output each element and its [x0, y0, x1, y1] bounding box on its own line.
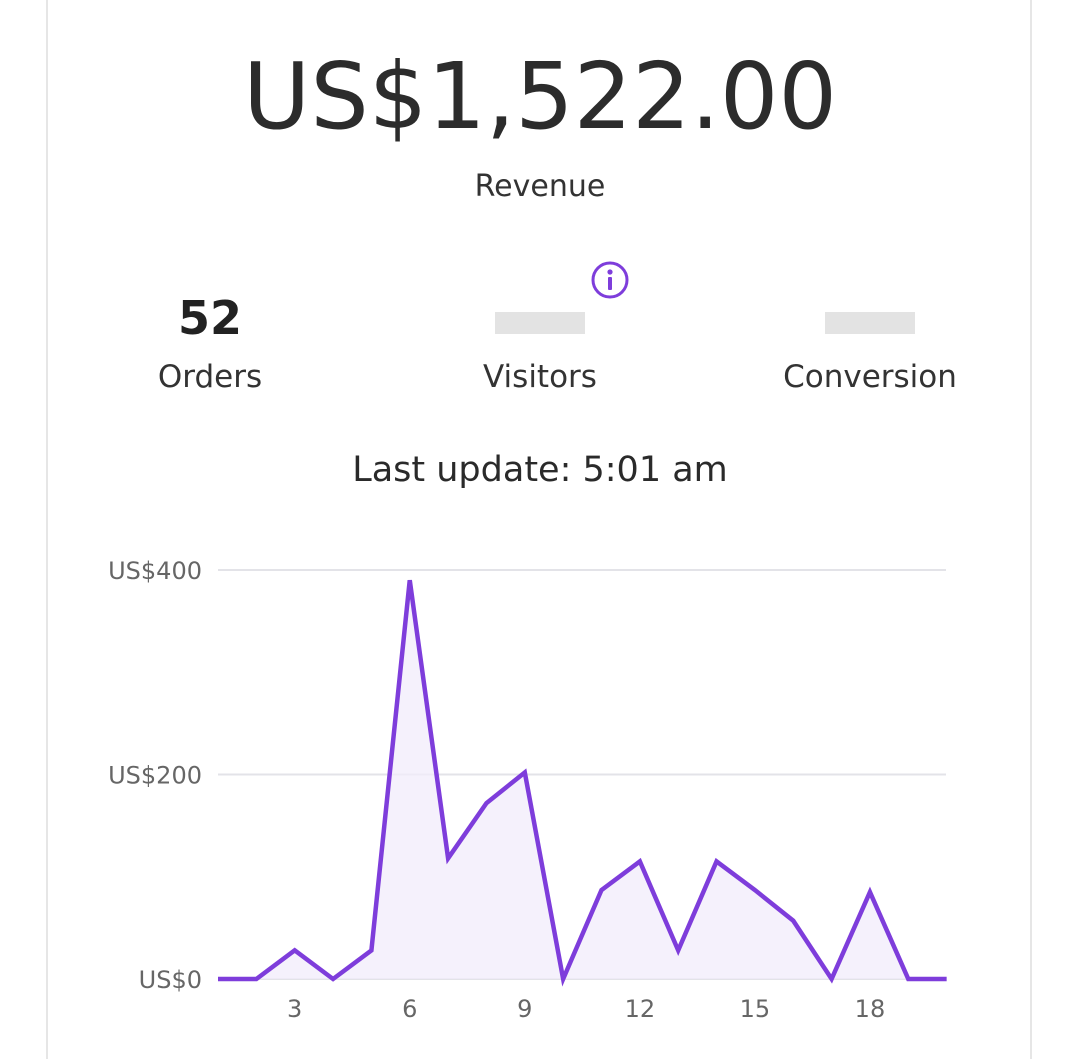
- y-tick-label-0: US$0: [139, 966, 202, 994]
- x-tick-label-15: 15: [740, 995, 771, 1023]
- data-point-9[interactable]: [519, 766, 531, 778]
- data-point-3[interactable]: [289, 944, 301, 956]
- visitors-metric: Visitors: [390, 290, 690, 396]
- revenue-label: Revenue: [474, 169, 606, 204]
- data-point-8[interactable]: [480, 797, 492, 809]
- x-tick-label-6: 6: [402, 995, 417, 1023]
- data-point-18[interactable]: [864, 886, 876, 898]
- data-point-16[interactable]: [787, 915, 799, 927]
- data-point-14[interactable]: [711, 855, 723, 867]
- data-point-5[interactable]: [365, 944, 377, 956]
- data-point-19[interactable]: [902, 973, 914, 985]
- orders-metric: 52 Orders: [60, 290, 360, 396]
- conversion-value-placeholder: [825, 312, 915, 334]
- revenue-chart: US$0 US$200 US$400 3 6 9 12 15 18: [108, 557, 953, 1023]
- visitors-value-placeholder: [495, 312, 585, 334]
- y-tick-label-2: US$400: [108, 557, 202, 585]
- y-tick-label-1: US$200: [108, 762, 202, 790]
- data-point-4[interactable]: [327, 973, 339, 985]
- x-tick-label-12: 12: [625, 995, 656, 1023]
- x-tick-label-3: 3: [287, 995, 302, 1023]
- data-point-15[interactable]: [749, 884, 761, 896]
- x-tick-label-18: 18: [855, 995, 886, 1023]
- conversion-label: Conversion: [783, 359, 957, 395]
- data-point-13[interactable]: [672, 944, 684, 956]
- revenue-amount: US$1,522.00: [243, 43, 837, 150]
- data-point-17[interactable]: [826, 973, 838, 985]
- data-point-7[interactable]: [442, 852, 454, 864]
- data-point-20[interactable]: [941, 973, 953, 985]
- info-icon[interactable]: [590, 260, 630, 300]
- series-area: [218, 580, 947, 979]
- data-point-12[interactable]: [634, 855, 646, 867]
- conversion-metric: Conversion: [720, 290, 1020, 396]
- data-point-2[interactable]: [250, 973, 262, 985]
- last-update-text: Last update: 5:01 am: [352, 450, 728, 490]
- x-tick-label-9: 9: [517, 995, 532, 1023]
- data-point-10[interactable]: [557, 973, 569, 985]
- data-point-11[interactable]: [596, 884, 608, 896]
- data-point-6[interactable]: [404, 574, 416, 586]
- data-point-1[interactable]: [212, 973, 224, 985]
- orders-label: Orders: [157, 359, 263, 395]
- visitors-label: Visitors: [483, 359, 597, 395]
- series-line: [218, 579, 947, 987]
- orders-value: 52: [177, 291, 242, 345]
